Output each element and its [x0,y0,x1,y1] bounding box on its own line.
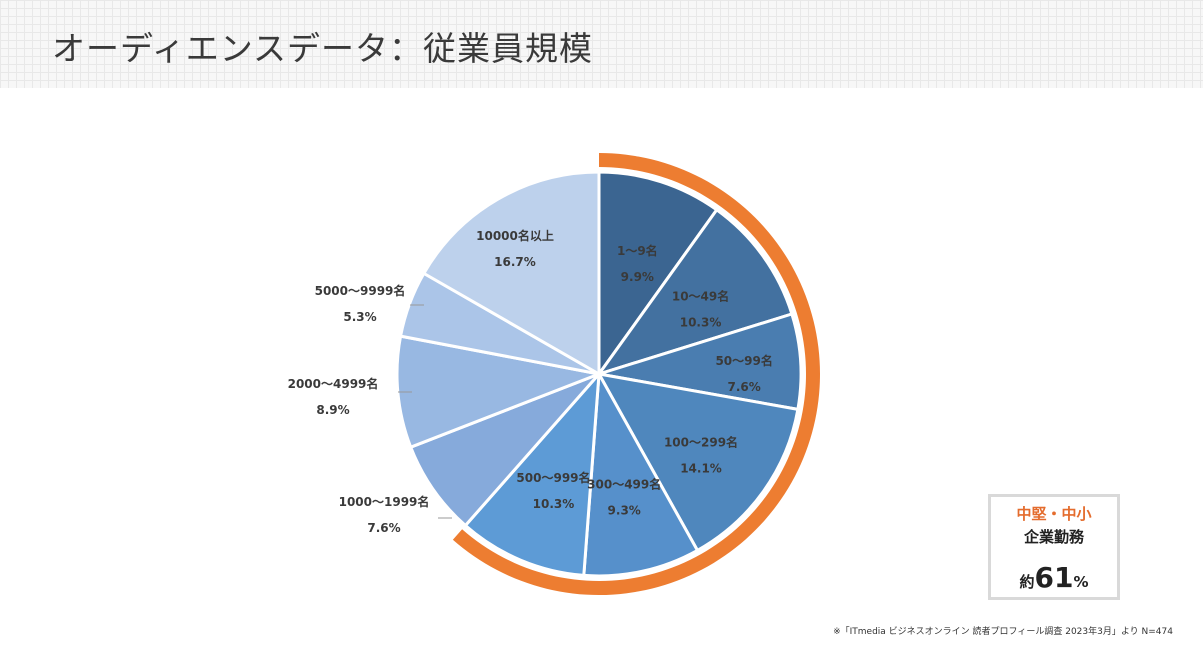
pie-slice-500-999 [463,369,601,578]
slice-label-1000-1999: 1000〜1999名 [339,494,430,509]
header-band [0,0,1203,88]
slice-label-300-499: 300〜499名 [587,476,661,491]
slice-value-100-299: 14.1% [680,462,722,476]
slice-label-1-9: 1〜9名 [617,243,658,258]
slice-label-10-49: 10〜49名 [672,289,729,304]
source-footnote: ※「ITmedia ビジネスオンライン 読者プロフィール調査 2023年3月」よ… [833,627,1173,637]
callout-suffix: % [1073,573,1089,591]
slice-value-5000-9999: 5.3% [343,310,376,324]
pie-slice-1000-1999 [408,372,601,528]
slice-value-10000-plus: 16.7% [494,255,536,269]
callout-number: 61 [1034,561,1074,594]
pie-slice-10-49 [595,207,794,377]
pie-slice-300-499 [582,368,700,578]
slice-value-10-49: 10.3% [680,316,722,330]
slice-value-300-499: 9.3% [608,503,641,517]
slice-label-50-99: 50〜99名 [715,353,772,368]
pie-slice-1-9 [597,170,719,379]
slice-label-5000-9999: 5000〜9999名 [315,283,406,298]
summary-callout: 中堅・中小 企業勤務 約61% [988,494,1120,600]
slice-label-10000-plus: 10000名以上 [476,228,554,243]
pie-slice-10000-plus [421,170,601,377]
slice-value-1-9: 9.9% [621,270,654,284]
slice-value-50-99: 7.6% [728,380,761,394]
callout-prefix: 約 [1019,573,1035,591]
callout-share: 約61% [991,561,1117,594]
pie-slice-50-99 [598,312,803,412]
slice-value-500-999: 10.3% [533,497,575,511]
slice-value-2000-4999: 8.9% [316,403,349,417]
pie-slice-100-299 [596,371,800,553]
slice-value-1000-1999: 7.6% [367,521,400,535]
slice-label-500-999: 500〜999名 [516,470,590,485]
callout-employment: 企業勤務 [1023,528,1084,546]
page-title: オーディエンスデータ：従業員規模 [52,29,594,68]
slice-label-100-299: 100〜299名 [664,435,738,450]
slice-label-2000-4999: 2000〜4999名 [288,376,379,391]
pie-slice-2000-4999 [395,334,605,450]
callout-company-size: 中堅・中小 [1016,505,1092,523]
highlight-ring [452,153,820,595]
